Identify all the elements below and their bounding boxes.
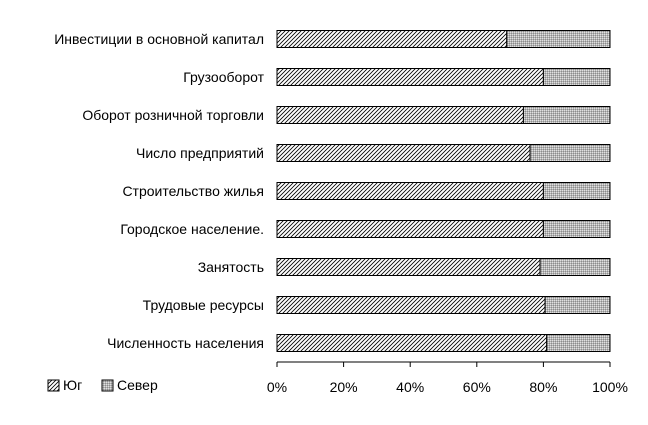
bar-segment-north [522, 106, 611, 124]
category-label: Занятость [198, 259, 264, 275]
legend-label: Юг [63, 377, 82, 393]
bar-segment-south [276, 258, 541, 276]
category-label: Грузооборот [183, 69, 264, 85]
bar-segment-north [539, 258, 611, 276]
category-label: Инвестиции в основной капитал [54, 31, 264, 47]
category-label: Городское население. [120, 221, 264, 237]
category-labels: Инвестиции в основной капитал Грузооборот… [54, 31, 264, 351]
category-label: Число предприятий [136, 145, 264, 161]
bar-segment-south [276, 68, 544, 86]
bars-group [276, 30, 611, 352]
legend-swatch-north [101, 379, 114, 392]
bar-segment-south [276, 182, 544, 200]
x-axis: 0% 20% 40% 60% 80% 100% [267, 361, 628, 395]
bar-segment-north [506, 30, 611, 48]
bar-segment-north [544, 296, 611, 314]
legend-swatch-south [47, 379, 60, 392]
bar-segment-north [546, 334, 611, 352]
bar-segment-south [276, 106, 524, 124]
bar-segment-north [529, 144, 611, 162]
x-tick-label: 100% [592, 379, 628, 395]
bar-segment-south [276, 296, 546, 314]
category-label: Численность населения [107, 335, 264, 351]
category-label: Оборот розничной торговли [82, 107, 264, 123]
bar-segment-north [542, 220, 611, 238]
bar-segment-south [276, 144, 531, 162]
category-label: Строительство жилья [122, 183, 264, 199]
x-tick-label: 40% [396, 379, 424, 395]
x-tick-label: 20% [330, 379, 358, 395]
bar-segment-south [276, 334, 548, 352]
x-tick-label: 0% [267, 379, 287, 395]
bar-segment-south [276, 30, 508, 48]
category-label: Трудовые ресурсы [143, 297, 264, 313]
x-tick-label: 60% [463, 379, 491, 395]
legend-label: Север [117, 377, 158, 393]
bar-segment-north [542, 182, 611, 200]
bar-segment-south [276, 220, 544, 238]
bar-segment-north [542, 68, 611, 86]
legend: Юг Север [47, 377, 158, 393]
x-tick-label: 80% [529, 379, 557, 395]
